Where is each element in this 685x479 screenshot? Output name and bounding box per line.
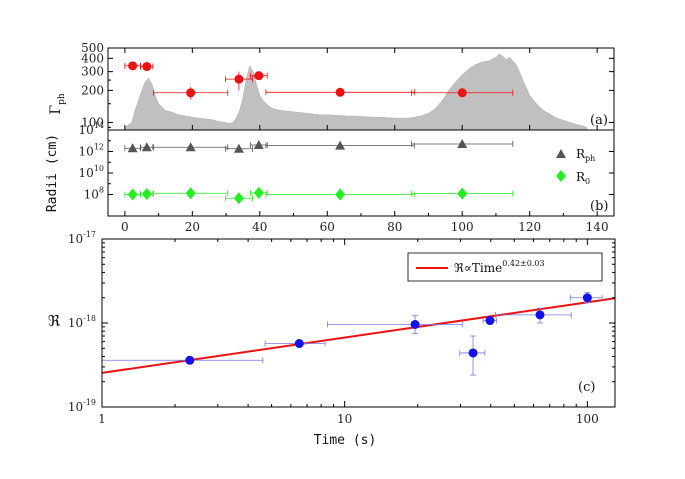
panel-b-xtick-label: 20 (185, 220, 200, 234)
rph-point (153, 142, 229, 152)
r0-marker (233, 192, 244, 205)
panel-c-xtick-label: 10 (337, 412, 352, 426)
panel-b: 108 1010 1012 1014 0 20 40 60 80 100 120 140 Radii … (45, 48, 615, 234)
panel-c-y-axis-label: ℜ (48, 312, 61, 330)
panel-c-label: (c) (578, 380, 595, 395)
gamma-marker (234, 74, 244, 84)
rph-marker (253, 140, 264, 150)
panel-b-legend: Rph R0 (556, 147, 595, 186)
r-marker (185, 355, 195, 365)
lightcurve-area (124, 53, 588, 131)
panel-b-xtick-label: 60 (320, 220, 335, 234)
legend-fit-label: ℜ∝Time0.42±0.03 (454, 259, 545, 275)
r-marker (294, 339, 304, 349)
panel-b-plot-area (124, 138, 514, 205)
gamma-point (265, 87, 415, 97)
rph-marker (233, 143, 244, 153)
rph-marker (457, 138, 468, 148)
panel-b-xtick-label: 80 (387, 220, 402, 234)
gamma-point (224, 71, 253, 91)
rph-point (411, 138, 514, 148)
gamma-point (411, 88, 514, 98)
gamma-marker (186, 88, 196, 98)
panel-a-y-axis-label: Γph (48, 93, 67, 114)
panel-b-axes: 108 1010 1012 1014 0 20 40 60 80 100 120 140 (79, 48, 614, 234)
panel-b-xtick-label: 100 (451, 220, 474, 234)
panel-c-axes: 1 10 100 10-19 10-18 10-17 (68, 230, 615, 426)
r0-point (224, 192, 253, 205)
r0-point (140, 188, 154, 201)
panel-c-ytick-label: 10-18 (68, 314, 96, 330)
gamma-marker (254, 71, 264, 81)
panel-b-xtick-label: 140 (586, 220, 609, 234)
panel-a-ytick-label: 300 (81, 65, 104, 79)
rph-marker (185, 142, 196, 152)
r0-marker (457, 187, 468, 200)
legend-r0-marker (556, 170, 566, 182)
r-point (495, 307, 572, 324)
panel-c-ytick-label: 10-17 (68, 230, 96, 246)
r0-point (265, 188, 415, 201)
panel-c: 1 10 100 10-19 10-18 10-17 ℜ Time (s) (c) ℜ∝T… (48, 230, 616, 448)
r-point (482, 316, 497, 326)
panel-b-y-axis-label: Radii (cm) (45, 134, 60, 212)
panel-b-label: (b) (590, 199, 608, 214)
r-marker (535, 310, 545, 320)
panel-a-ytick-label: 400 (81, 51, 104, 65)
gamma-point (153, 87, 229, 100)
rph-marker (127, 143, 138, 153)
rph-point (140, 142, 154, 152)
r0-marker (253, 186, 264, 199)
panel-c-legend: ℜ∝Time0.42±0.03 (407, 252, 603, 282)
r-point (327, 315, 463, 334)
gamma-marker (335, 87, 345, 97)
panel-a-label: (a) (590, 113, 608, 128)
panel-c-plot-area (101, 292, 616, 376)
r-marker (582, 293, 592, 303)
gamma-marker (457, 88, 467, 98)
panel-c-xtick-label: 1 (98, 412, 106, 426)
gamma-point (124, 61, 141, 71)
rph-marker (141, 142, 152, 152)
panel-b-ytick-label: 1010 (79, 164, 104, 180)
legend-r0-label: R0 (576, 170, 590, 186)
legend-rph-label: Rph (576, 147, 595, 163)
panel-a-ytick-label: 200 (81, 83, 104, 97)
gamma-marker (128, 61, 138, 71)
legend-rph-marker (556, 149, 566, 158)
r-marker (468, 348, 478, 358)
panel-a-plot-area (124, 53, 588, 131)
r-point (569, 292, 603, 303)
panel-c-ytick-label: 10-19 (68, 398, 96, 414)
panel-b-ytick-label: 108 (84, 186, 104, 202)
r0-marker (141, 188, 152, 201)
rph-point (249, 140, 268, 150)
r-marker (485, 316, 495, 326)
panel-a-ytick-label: 100 (81, 115, 104, 129)
r0-marker (335, 188, 346, 201)
r-point (264, 339, 326, 349)
panel-c-x-axis-label: Time (s) (314, 433, 377, 448)
panel-b-xtick-label: 40 (252, 220, 267, 234)
r0-point (411, 187, 514, 200)
panel-a-ytick-label: 500 (81, 41, 104, 55)
panel-b-xtick-label: 120 (518, 220, 541, 234)
r0-point (249, 186, 268, 199)
r-point (459, 335, 486, 376)
panel-c-xtick-label: 100 (576, 412, 599, 426)
panel-b-xtick-label: 0 (121, 220, 129, 234)
r-marker (410, 319, 420, 329)
r0-marker (185, 187, 196, 200)
gamma-point (140, 62, 154, 72)
r0-marker (127, 188, 138, 201)
rph-marker (335, 140, 346, 150)
gamma-marker (142, 62, 152, 72)
panel-b-ytick-label: 1012 (79, 143, 104, 159)
r0-point (153, 187, 229, 200)
gamma-point (249, 71, 268, 81)
rph-point (224, 143, 253, 153)
panel-b-ytick-label: 1014 (79, 121, 104, 137)
